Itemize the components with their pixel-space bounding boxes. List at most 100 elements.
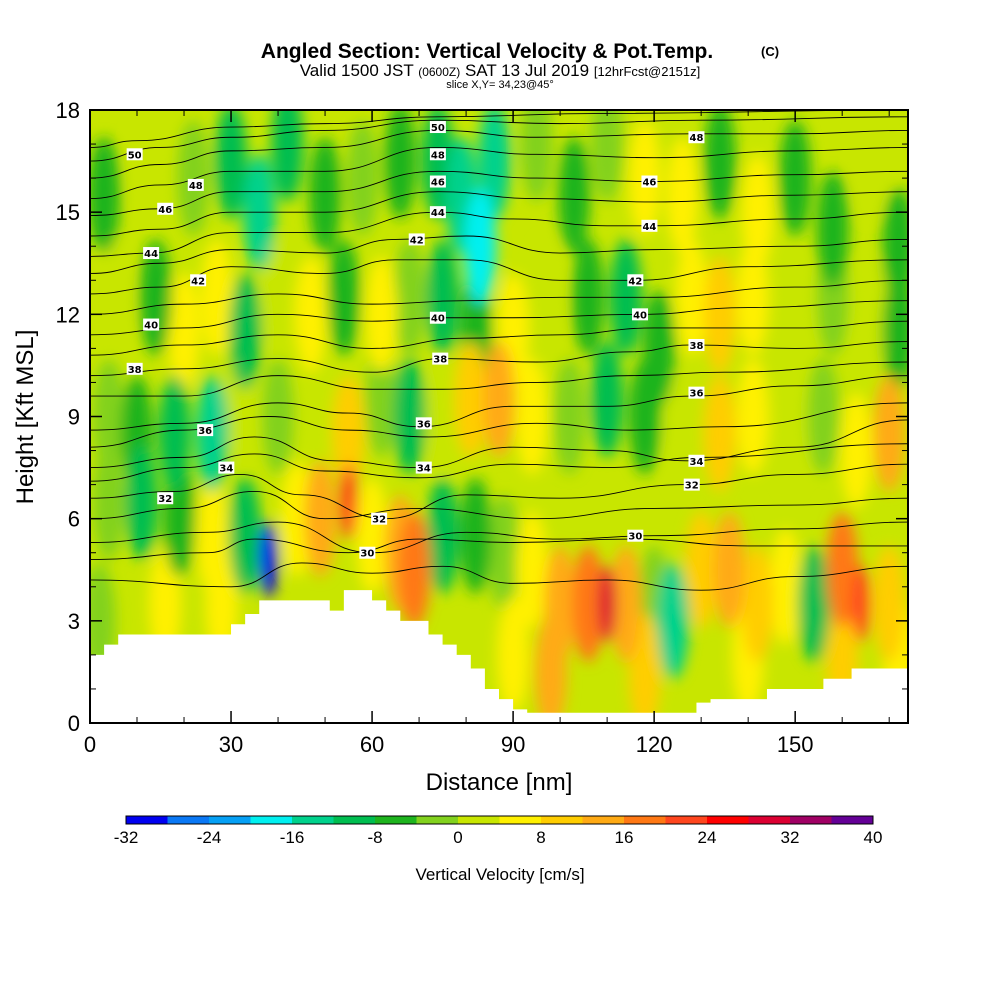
- plot-area: 50 48 46 44 42 40 38 36 34 32 50 48 46 44 42 40 38 36 34 32…: [90, 110, 908, 723]
- velocity-cell: [703, 110, 736, 220]
- contour-label-text: 42: [191, 276, 205, 287]
- colorbar-swatch: [416, 816, 459, 824]
- contour-label: 44: [429, 206, 446, 219]
- velocity-cell: [327, 239, 360, 356]
- velocity-cell: [826, 511, 859, 628]
- x-tick-label: 90: [501, 732, 525, 757]
- contour-label-box: [157, 492, 174, 505]
- theta-contour-34: [90, 419, 908, 469]
- chart-title-mark: (C): [761, 44, 779, 59]
- contour-labels: 50 48 46 44 42 40 38 36 34 32 50 48 46 44 42 40 38 36 34 32…: [126, 121, 705, 560]
- contour-label: 44: [641, 219, 658, 233]
- colorbar-tick-label: 24: [698, 828, 717, 847]
- contour-label-box: [429, 206, 446, 219]
- y-tick-label: 9: [68, 405, 80, 430]
- colorbar-swatch: [748, 816, 791, 824]
- velocity-cell: [769, 528, 802, 645]
- subtitle-utc: (0600Z): [418, 65, 460, 79]
- theta-contour-28: [90, 562, 908, 591]
- contour-label: 46: [429, 175, 446, 189]
- velocity-cell: [591, 341, 624, 458]
- velocity-cell: [478, 110, 511, 220]
- colorbar-tick-label: 32: [781, 828, 800, 847]
- contour-label-box: [429, 175, 446, 188]
- contour-label-text: 48: [689, 133, 703, 144]
- velocity-cell: [873, 545, 906, 662]
- contour-label: 34: [218, 461, 235, 475]
- contour-label-box: [415, 461, 432, 474]
- velocity-cell: [426, 477, 459, 594]
- colorbar-swatch: [665, 816, 708, 824]
- velocity-cell: [309, 137, 342, 254]
- velocity-cell: [346, 120, 379, 237]
- velocity-cell: [685, 511, 718, 628]
- contour-label: 38: [432, 352, 449, 366]
- theta-contour-30: [90, 521, 908, 554]
- colorbar-swatch: [209, 816, 251, 824]
- contour-label-box: [218, 461, 235, 474]
- contour-label-box: [632, 308, 649, 321]
- contour-label: 48: [688, 131, 705, 144]
- velocity-cell: [200, 239, 233, 356]
- velocity-cell: [553, 358, 586, 475]
- contour-label: 46: [157, 202, 174, 216]
- velocity-cell: [774, 375, 807, 492]
- velocity-cell: [515, 511, 548, 628]
- theta-contour-43: [90, 235, 908, 274]
- theta-contour-38: [90, 341, 908, 377]
- contour-label-text: 50: [431, 123, 445, 134]
- x-axis-label: Distance [nm]: [426, 769, 573, 796]
- contour-label-box: [143, 247, 160, 260]
- colorbar-swatch: [582, 816, 625, 824]
- contour-label-box: [641, 219, 658, 232]
- velocity-cell: [703, 375, 736, 492]
- contour-label: 38: [688, 338, 705, 352]
- colorbar-tick-label: 8: [536, 828, 545, 847]
- velocity-cell: [464, 188, 497, 305]
- velocity-cell: [628, 358, 661, 475]
- colorbar-swatch: [499, 816, 542, 824]
- velocity-cell: [130, 110, 163, 220]
- subtitle-date: SAT 13 Jul 2019: [465, 61, 589, 80]
- contour-label-text: 32: [158, 494, 172, 505]
- colorbar-swatch: [831, 816, 874, 824]
- contour-label: 36: [197, 424, 214, 437]
- colorbar-swatch: [790, 816, 832, 824]
- theta-contour-45: [90, 191, 908, 237]
- contour-label-text: 48: [189, 181, 203, 192]
- colorbar-tick-label: -16: [280, 828, 305, 847]
- contour-label-text: 36: [689, 389, 703, 400]
- velocity-cell: [854, 110, 887, 220]
- contour-label: 42: [190, 274, 207, 287]
- velocity-cell: [779, 120, 812, 237]
- contour-label: 30: [627, 529, 644, 543]
- velocity-cell: [520, 110, 553, 203]
- velocity-cell: [851, 565, 870, 642]
- x-tick-label: 120: [636, 732, 673, 757]
- velocity-cell: [299, 358, 332, 475]
- contour-label-text: 34: [689, 457, 703, 468]
- velocity-cell: [497, 596, 530, 713]
- velocity-cell: [339, 463, 358, 540]
- colorbar-tick-label: -24: [197, 828, 222, 847]
- y-tick-label: 18: [56, 98, 80, 123]
- velocity-cell: [205, 545, 238, 662]
- velocity-cell: [454, 341, 487, 458]
- velocity-cell: [158, 375, 191, 492]
- y-tick-label: 15: [56, 200, 80, 225]
- colorbar-tick-label: 40: [864, 828, 883, 847]
- theta-contours: [90, 110, 908, 591]
- velocity-cell: [487, 494, 520, 611]
- velocity-cell: [332, 375, 365, 492]
- velocity-cell: [741, 545, 774, 662]
- contour-label-box: [190, 274, 207, 287]
- contour-label: 50: [429, 121, 446, 134]
- velocity-cell: [656, 562, 689, 679]
- colorbar-tick-label: 16: [615, 828, 634, 847]
- contour-label-text: 34: [219, 464, 233, 475]
- contour-label-box: [627, 274, 644, 287]
- theta-contour-44: [90, 211, 908, 257]
- contour-label-box: [126, 148, 143, 161]
- contour-label-text: 36: [198, 426, 212, 437]
- contour-label-box: [359, 546, 376, 559]
